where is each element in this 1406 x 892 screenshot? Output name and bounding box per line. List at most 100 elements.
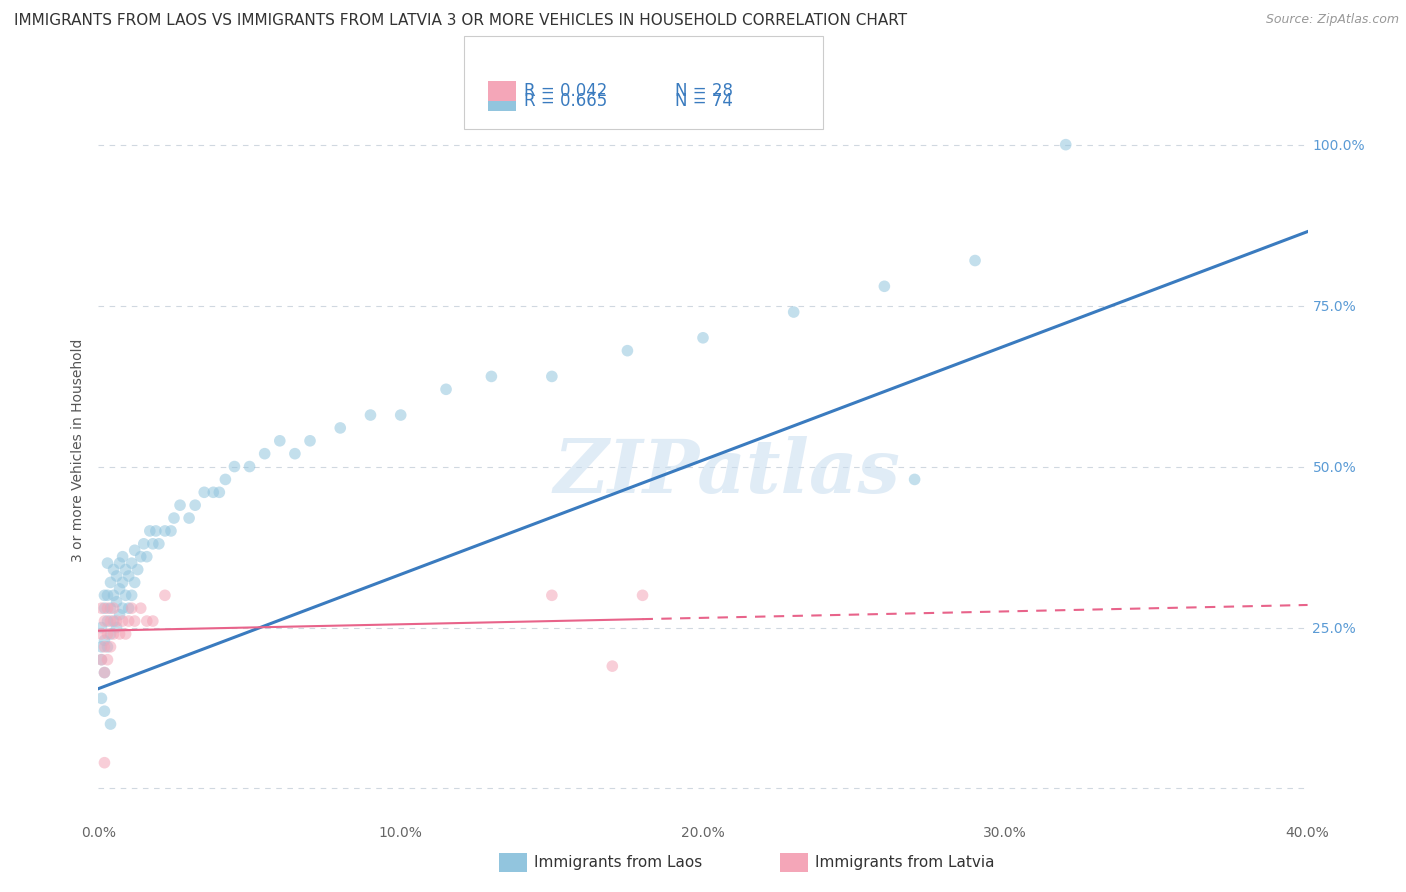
Text: Immigrants from Latvia: Immigrants from Latvia [815, 855, 995, 870]
Point [90, 627, 112, 641]
Point [93, 614, 115, 628]
Point [114, 627, 136, 641]
Point [108, 607, 131, 622]
Point [118, 614, 141, 628]
Point [100, 601, 122, 615]
Point [160, 524, 183, 538]
Point [239, 459, 262, 474]
Point [269, 434, 291, 448]
Point [111, 614, 134, 628]
Point [153, 524, 176, 538]
Point [90, 691, 112, 706]
Point [135, 549, 157, 564]
Point [100, 614, 122, 628]
Point [103, 588, 125, 602]
Point [169, 498, 191, 512]
Point [121, 588, 143, 602]
Point [108, 627, 131, 641]
Point [121, 601, 143, 615]
Point [224, 459, 246, 474]
Point [114, 563, 136, 577]
Y-axis label: 3 or more Vehicles in Household: 3 or more Vehicles in Household [72, 339, 86, 562]
Point [96, 601, 118, 615]
Point [108, 556, 131, 570]
Point [93, 704, 115, 718]
Point [93, 633, 115, 648]
Point [129, 549, 152, 564]
Point [96, 640, 118, 654]
Text: R = 0.042: R = 0.042 [524, 82, 607, 100]
Point [96, 653, 118, 667]
Point [329, 421, 352, 435]
Point [111, 601, 134, 615]
Point [96, 588, 118, 602]
Point [389, 408, 412, 422]
Point [96, 627, 118, 641]
Point [253, 447, 276, 461]
Text: IMMIGRANTS FROM LAOS VS IMMIGRANTS FROM LATVIA 3 OR MORE VEHICLES IN HOUSEHOLD C: IMMIGRANTS FROM LAOS VS IMMIGRANTS FROM … [14, 13, 907, 29]
Point [783, 305, 806, 319]
Point [904, 472, 927, 486]
Point [284, 447, 307, 461]
Point [93, 665, 115, 680]
Point [100, 640, 122, 654]
Point [100, 717, 122, 731]
Point [93, 756, 115, 770]
Point [540, 588, 562, 602]
Point [153, 588, 176, 602]
Point [873, 279, 896, 293]
Point [124, 543, 146, 558]
Point [90, 653, 112, 667]
Point [105, 614, 128, 628]
Text: Immigrants from Laos: Immigrants from Laos [534, 855, 703, 870]
Point [93, 588, 115, 602]
Point [631, 588, 654, 602]
Point [434, 382, 457, 396]
Point [108, 582, 131, 596]
Point [124, 575, 146, 590]
Point [179, 511, 201, 525]
Point [202, 485, 225, 500]
Point [132, 537, 155, 551]
Point [90, 620, 112, 634]
Point [184, 498, 207, 512]
Point [103, 627, 125, 641]
Point [540, 369, 562, 384]
Point [103, 614, 125, 628]
Point [965, 253, 987, 268]
Point [142, 614, 165, 628]
Point [127, 563, 149, 577]
Point [96, 556, 118, 570]
Point [103, 563, 125, 577]
Text: N = 74: N = 74 [675, 92, 733, 110]
Point [135, 614, 157, 628]
Point [129, 601, 152, 615]
Point [93, 601, 115, 615]
Point [118, 569, 141, 583]
Point [121, 556, 143, 570]
Point [360, 408, 382, 422]
Point [114, 588, 136, 602]
Point [90, 640, 112, 654]
Point [103, 601, 125, 615]
Point [163, 511, 186, 525]
Point [105, 595, 128, 609]
Point [616, 343, 638, 358]
Point [193, 485, 215, 500]
Point [142, 537, 165, 551]
Text: N = 28: N = 28 [675, 82, 733, 100]
Point [124, 614, 146, 628]
Point [1054, 137, 1077, 152]
Point [93, 640, 115, 654]
Text: Source: ZipAtlas.com: Source: ZipAtlas.com [1265, 13, 1399, 27]
Text: R = 0.665: R = 0.665 [524, 92, 607, 110]
Point [105, 620, 128, 634]
Point [139, 524, 162, 538]
Text: ZIPatlas: ZIPatlas [554, 436, 901, 509]
Point [90, 653, 112, 667]
Point [148, 537, 170, 551]
Point [118, 601, 141, 615]
Point [96, 614, 118, 628]
Point [111, 549, 134, 564]
Point [90, 601, 112, 615]
